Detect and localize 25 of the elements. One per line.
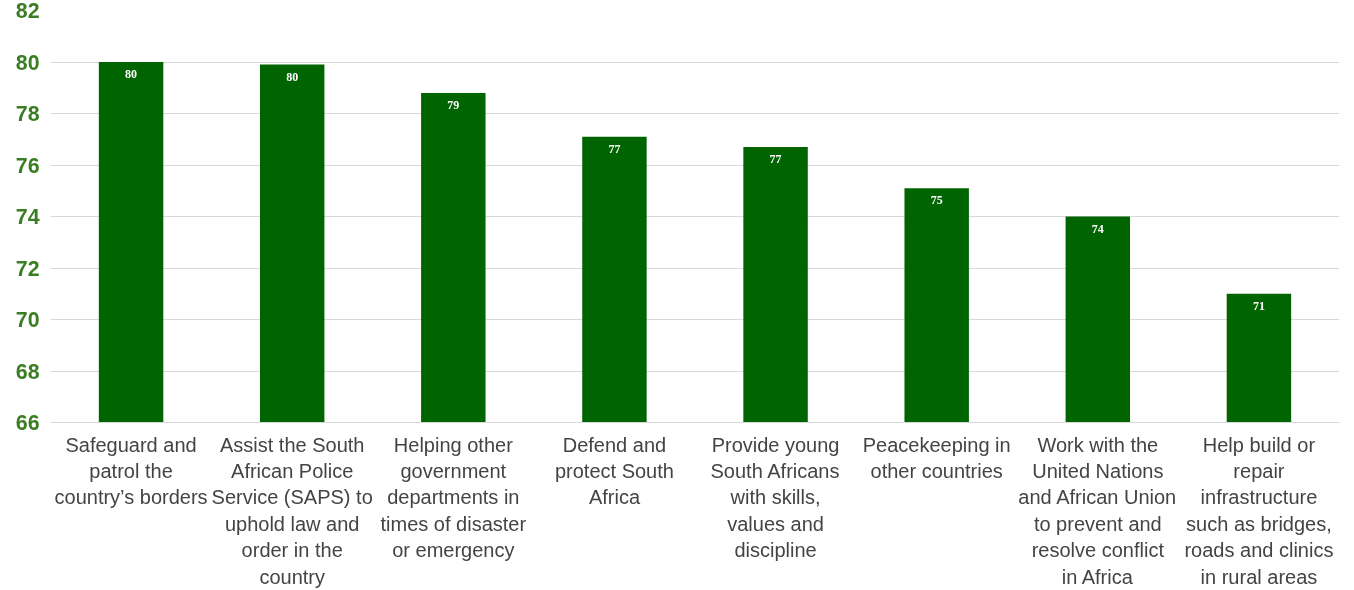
data-label: 79	[447, 97, 460, 112]
data-label: 74	[1091, 221, 1104, 236]
data-label: 77	[608, 141, 621, 156]
data-label: 71	[1252, 298, 1265, 313]
data-label: 75	[930, 193, 943, 208]
x-tick-label: Safeguard and patrol the country’s borders	[54, 433, 208, 509]
x-tick-label: Peacekeeping in other countries	[862, 433, 1011, 482]
y-tick-label: 66	[15, 411, 40, 435]
x-tick-label: Help build or repair infrastructure such as bridges, roads and clinics in rural areas	[1184, 433, 1334, 588]
y-tick-label: 72	[15, 256, 40, 281]
y-tick-label: 68	[15, 359, 40, 384]
x-tick-label: Helping other government departments in times of disaster or emergency	[380, 433, 527, 562]
x-tick-label: Assist the South African Police Service (SAPS) to uphold law and order in the country	[211, 433, 373, 588]
y-tick-label: 82	[15, 0, 40, 23]
y-tick-label: 76	[15, 153, 40, 178]
y-tick-label: 74	[15, 205, 40, 229]
data-label: 77	[769, 151, 782, 166]
y-tick-label: 78	[15, 102, 40, 126]
data-label: 80	[125, 67, 138, 81]
y-tick-label: 80	[15, 50, 40, 75]
x-tick-label: Provide young South Africans with skills, values and discipline	[710, 433, 840, 562]
x-tick-label: Defend and protect South Africa	[554, 433, 674, 509]
y-tick-label: 70	[15, 308, 40, 332]
data-label: 80	[286, 69, 299, 84]
x-tick-label: Work with the United Nations and African Union to prevent and resolve conflict in Africa	[1018, 433, 1177, 588]
